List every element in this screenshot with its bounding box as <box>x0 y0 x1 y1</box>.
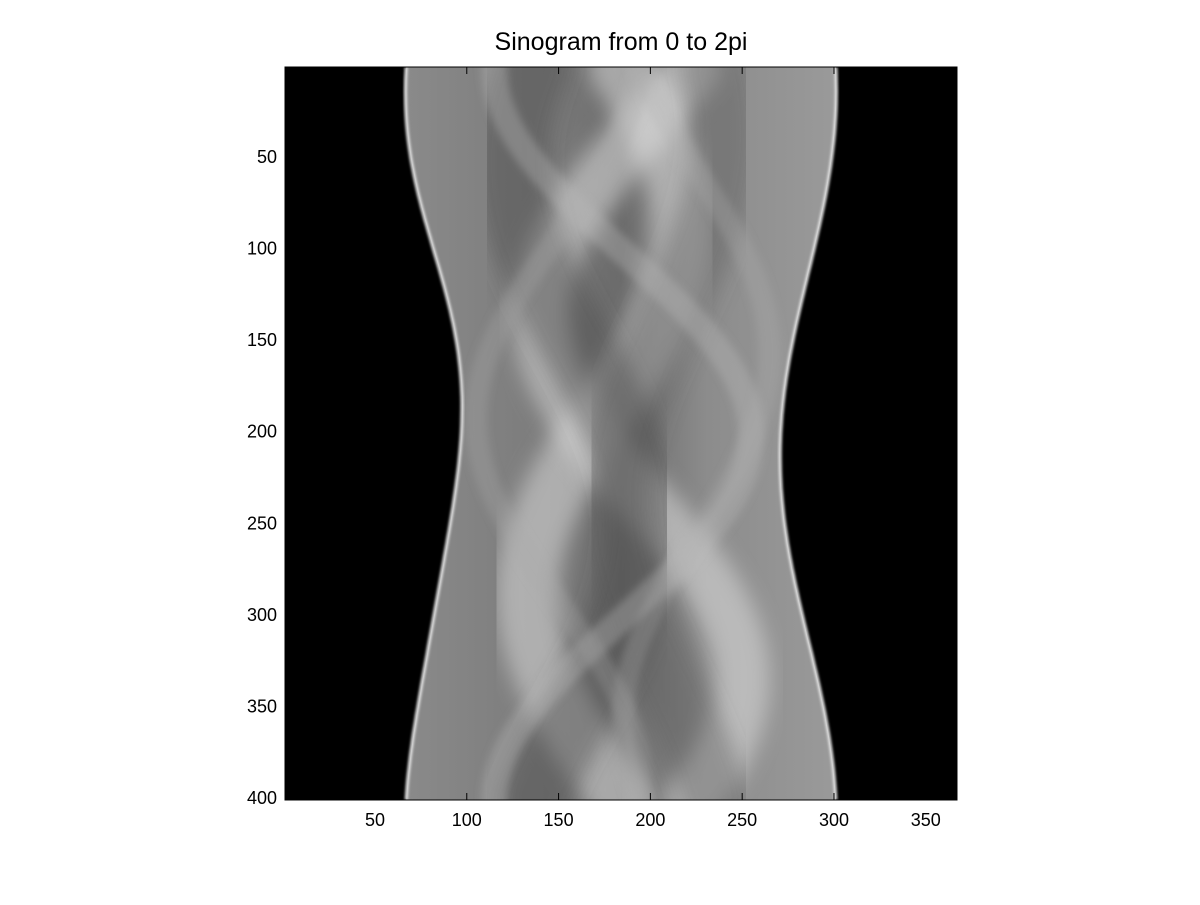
y-tick-label: 400 <box>247 788 277 808</box>
sinogram-image <box>403 67 838 800</box>
x-tick-label: 150 <box>544 810 574 830</box>
x-tick-label: 300 <box>819 810 849 830</box>
x-tick-label: 350 <box>911 810 941 830</box>
x-tick-label: 50 <box>365 810 385 830</box>
y-tick-label: 50 <box>257 147 277 167</box>
y-tick-label: 150 <box>247 330 277 350</box>
y-axis-ticks: 50 100 150 200 250 300 350 400 <box>247 147 957 808</box>
x-axis-ticks: 50 100 150 200 250 300 350 <box>365 67 941 830</box>
plot-frame <box>284 66 958 801</box>
sinogram-left-edge <box>403 67 464 800</box>
x-tick-label: 200 <box>635 810 665 830</box>
y-tick-label: 200 <box>247 422 277 442</box>
sinogram-band-6 <box>465 67 653 800</box>
y-tick-label: 300 <box>247 605 277 625</box>
chart-title: Sinogram from 0 to 2pi <box>495 28 748 56</box>
sinogram-bands <box>465 67 781 800</box>
y-tick-label: 100 <box>247 238 277 258</box>
y-tick-label: 250 <box>247 513 277 533</box>
y-tick-label: 350 <box>247 697 277 717</box>
sinogram-band-7 <box>611 67 781 800</box>
x-tick-label: 250 <box>727 810 757 830</box>
sinogram-right-edge <box>778 67 838 800</box>
x-tick-label: 100 <box>452 810 482 830</box>
